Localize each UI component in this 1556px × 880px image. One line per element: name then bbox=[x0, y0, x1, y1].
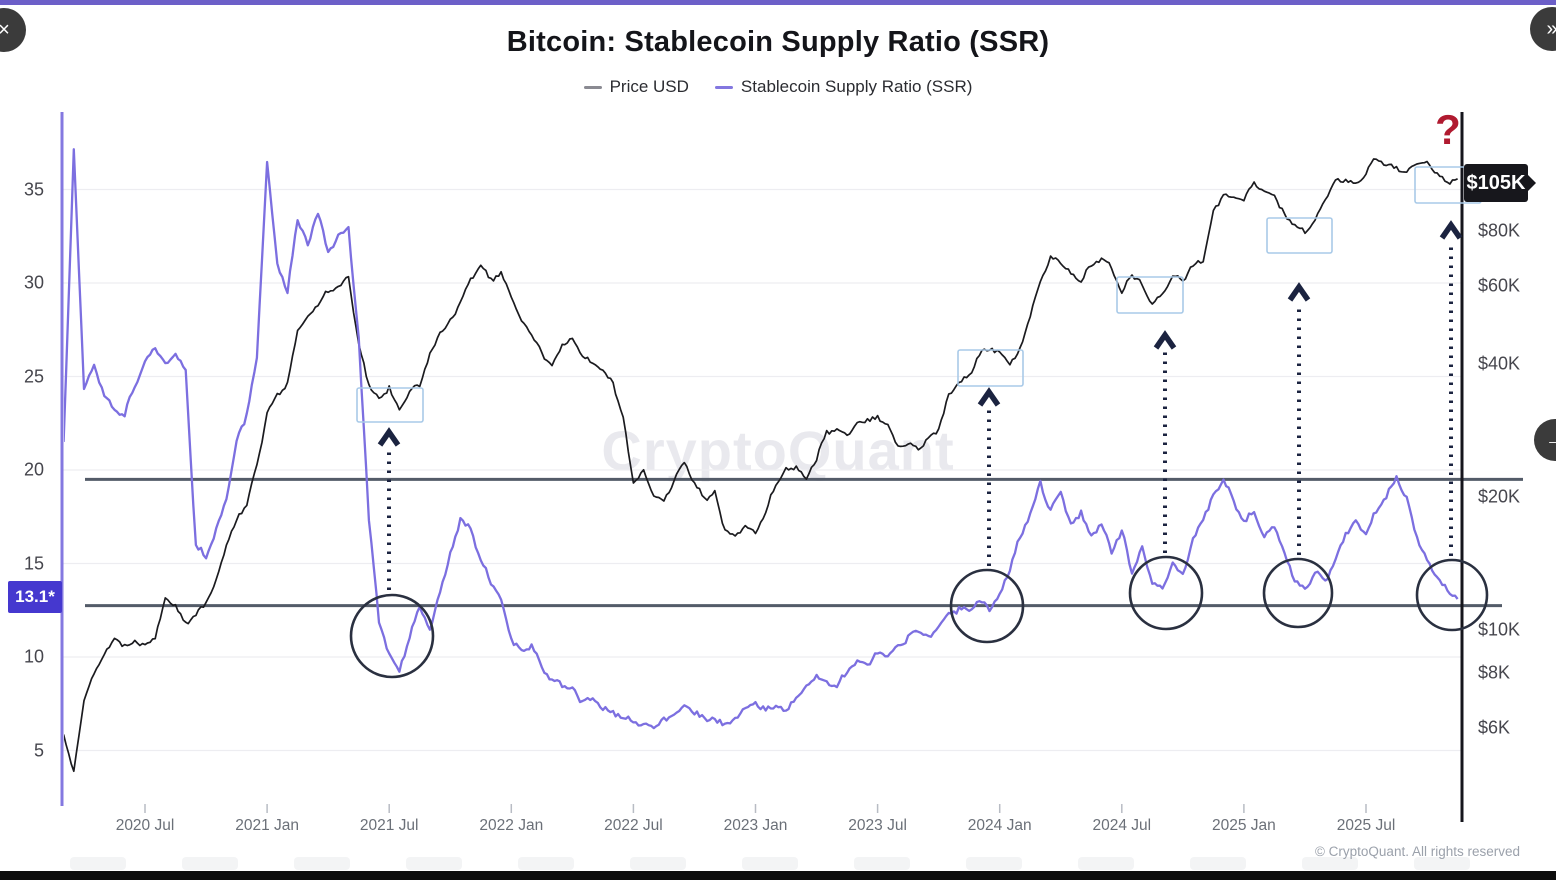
right-axis-tick-label: $8K bbox=[1478, 662, 1511, 683]
annotation-box bbox=[1266, 217, 1333, 254]
taskbar-smudges bbox=[0, 855, 1556, 871]
right-axis-tick-label: $40K bbox=[1478, 353, 1521, 374]
chart-legend: Price USD Stablecoin Supply Ratio (SSR) bbox=[0, 77, 1556, 97]
x-axis-tick-label: 2025 Jul bbox=[1336, 817, 1396, 834]
next-slide-button[interactable]: → bbox=[1534, 419, 1556, 461]
x-axis-tick-label: 2020 Jul bbox=[115, 817, 175, 834]
annotation-circle bbox=[1415, 558, 1489, 632]
left-axis-tick-label: 15 bbox=[23, 553, 44, 573]
smudge bbox=[294, 857, 350, 870]
top-accent-bar bbox=[0, 0, 1556, 5]
smudge bbox=[742, 857, 798, 870]
annotation-box bbox=[957, 349, 1024, 387]
price-usd-line bbox=[64, 158, 1458, 773]
smudge bbox=[1190, 857, 1246, 870]
annotation-box bbox=[1116, 276, 1184, 314]
left-axis-tick-label: 35 bbox=[23, 179, 44, 199]
ssr-legend-label: Stablecoin Supply Ratio (SSR) bbox=[740, 77, 973, 96]
arrowhead-up-icon bbox=[977, 387, 1001, 407]
right-axis-tick-label: $20K bbox=[1478, 486, 1521, 507]
right-axis-tick-label: $6K bbox=[1478, 717, 1511, 738]
left-axis-tick-label: 20 bbox=[23, 459, 44, 480]
smudge bbox=[1302, 857, 1358, 870]
ssr-line bbox=[64, 148, 1459, 730]
smudge bbox=[518, 857, 574, 870]
smudge bbox=[406, 857, 462, 870]
chart-title: Bitcoin: Stablecoin Supply Ratio (SSR) bbox=[506, 26, 1050, 58]
annotation-circle bbox=[1262, 557, 1334, 629]
ssr-legend-swatch bbox=[714, 85, 733, 89]
ssr-current-value-badge: 13.1* bbox=[8, 581, 62, 613]
price-legend-label: Price USD bbox=[609, 77, 689, 96]
x-axis-tick-label: 2024 Jan bbox=[967, 817, 1032, 834]
left-axis-tick-label: 30 bbox=[23, 272, 44, 293]
legend-item-ssr: Stablecoin Supply Ratio (SSR) bbox=[714, 77, 973, 97]
double-chevron-right-icon: » bbox=[1546, 19, 1556, 39]
x-axis-tick-label: 2021 Jul bbox=[359, 817, 419, 834]
x-axis-tick-label: 2021 Jan bbox=[235, 817, 299, 834]
left-axis-tick-label: 5 bbox=[33, 740, 44, 760]
smudge bbox=[1078, 857, 1134, 870]
smudge bbox=[1414, 857, 1470, 870]
smudge bbox=[966, 857, 1022, 870]
x-axis-tick-label: 2022 Jan bbox=[479, 817, 544, 834]
right-axis-tick-label: $10K bbox=[1478, 619, 1521, 640]
legend-item-price: Price USD bbox=[583, 77, 689, 97]
bottom-bar bbox=[0, 871, 1556, 880]
arrowhead-up-icon bbox=[1287, 282, 1311, 302]
close-icon: × bbox=[0, 19, 10, 41]
price-badge-notch bbox=[1528, 175, 1536, 191]
smudge bbox=[70, 857, 126, 870]
right-axis-tick-label: $60K bbox=[1478, 275, 1521, 296]
x-axis-tick-label: 2023 Jan bbox=[723, 817, 788, 834]
annotation-circle bbox=[349, 593, 435, 679]
right-axis-tick-label: $80K bbox=[1478, 220, 1521, 241]
smudge bbox=[630, 857, 686, 870]
x-axis-tick-label: 2024 Jul bbox=[1092, 817, 1152, 834]
arrowhead-up-icon bbox=[377, 427, 401, 447]
arrowhead-up-icon bbox=[1153, 330, 1177, 350]
smudge bbox=[182, 857, 238, 870]
price-legend-swatch bbox=[583, 85, 602, 89]
arrowhead-up-icon bbox=[1439, 220, 1463, 240]
smudge bbox=[854, 857, 910, 870]
price-current-value-badge: $105K bbox=[1464, 164, 1536, 202]
question-mark-annotation: ? bbox=[1435, 106, 1461, 153]
x-axis-tick-label: 2023 Jul bbox=[848, 817, 907, 834]
left-axis-tick-label: 25 bbox=[23, 366, 44, 386]
x-axis-tick-label: 2025 Jan bbox=[1212, 817, 1276, 834]
copyright-footer: © CryptoQuant. All rights reserved bbox=[1314, 844, 1520, 859]
left-axis-tick-label: 10 bbox=[23, 646, 44, 667]
annotation-circle bbox=[1128, 555, 1204, 631]
price-current-value-text: $105K bbox=[1466, 171, 1526, 194]
arrow-right-icon: → bbox=[1545, 429, 1556, 451]
x-axis-tick-label: 2022 Jul bbox=[604, 817, 663, 834]
annotation-box bbox=[356, 387, 424, 423]
annotation-circle bbox=[949, 568, 1025, 644]
